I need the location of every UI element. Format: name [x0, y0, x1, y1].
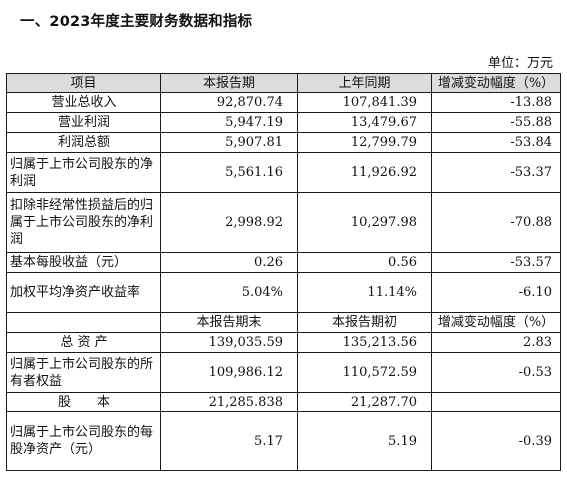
- change-value: -53.57: [431, 252, 561, 273]
- table-row: 归属于上市公司股东的每股净资产（元） 5.17 5.19 -0.39: [6, 411, 561, 471]
- change-value: -70.88: [431, 192, 561, 253]
- table-row: 加权平均净资产收益率 5.04% 11.14% -6.10: [6, 272, 561, 313]
- header-cell-current-period: 本报告期: [160, 73, 298, 93]
- table-row: 利润总额 5,907.81 12,799.79 -53.84: [6, 132, 561, 153]
- prior-value: 107,841.39: [297, 92, 432, 113]
- table-row: 归属于上市公司股东的所有者权益 109,986.12 110,572.59 -0…: [6, 352, 561, 393]
- row-label: 股 本: [6, 392, 161, 412]
- change-value: [431, 392, 561, 412]
- row-label: 营业总收入: [6, 92, 161, 113]
- current-value: 5,907.81: [160, 132, 298, 153]
- header-cell-period-end: 本报告期末: [160, 312, 298, 333]
- current-value: 92,870.74: [160, 92, 298, 113]
- header-cell-change-pct: 增减变动幅度（%）: [431, 312, 561, 333]
- row-label: 归属于上市公司股东的每股净资产（元）: [6, 411, 161, 471]
- table-header-row: 项目 本报告期 上年同期 增减变动幅度（%）: [6, 73, 561, 93]
- row-label: 基本每股收益（元）: [6, 252, 161, 273]
- change-value: -53.84: [431, 132, 561, 153]
- section-heading: 一、2023年度主要财务数据和指标: [20, 14, 253, 30]
- current-value: 2,998.92: [160, 192, 298, 253]
- prior-value: 5.19: [297, 411, 432, 471]
- change-value: -0.39: [431, 411, 561, 471]
- change-value: -6.10: [431, 272, 561, 313]
- table-row: 股 本 21,285.838 21,287.70: [6, 392, 561, 412]
- prior-value: 10,297.98: [297, 192, 432, 253]
- prior-value: 0.56: [297, 252, 432, 273]
- prior-value: 135,213.56: [297, 332, 432, 353]
- header-cell-empty: [6, 312, 161, 333]
- prior-value: 12,799.79: [297, 132, 432, 153]
- table-row: 总 资 产 139,035.59 135,213.56 2.83: [6, 332, 561, 353]
- change-value: -53.37: [431, 152, 561, 193]
- row-label: 总 资 产: [6, 332, 161, 353]
- header-cell-prior-period: 上年同期: [297, 73, 432, 93]
- row-label: 加权平均净资产收益率: [6, 272, 161, 313]
- change-value: 2.83: [431, 332, 561, 353]
- current-value: 139,035.59: [160, 332, 298, 353]
- current-value: 0.26: [160, 252, 298, 273]
- header-cell-period-start: 本报告期初: [297, 312, 432, 333]
- financial-data-table: 项目 本报告期 上年同期 增减变动幅度（%） 营业总收入 92,870.74 1…: [6, 73, 561, 471]
- current-value: 21,285.838: [160, 392, 298, 412]
- table-row: 归属于上市公司股东的净利润 5,561.16 11,926.92 -53.37: [6, 152, 561, 193]
- row-label: 利润总额: [6, 132, 161, 153]
- table-row: 扣除非经常性损益后的归属于上市公司股东的净利润 2,998.92 10,297.…: [6, 192, 561, 253]
- prior-value: 21,287.70: [297, 392, 432, 412]
- current-value: 5,561.16: [160, 152, 298, 193]
- row-label: 扣除非经常性损益后的归属于上市公司股东的净利润: [6, 192, 161, 253]
- prior-value: 13,479.67: [297, 112, 432, 133]
- table-row: 基本每股收益（元） 0.26 0.56 -53.57: [6, 252, 561, 273]
- prior-value: 110,572.59: [297, 352, 432, 393]
- change-value: -55.88: [431, 112, 561, 133]
- row-label: 归属于上市公司股东的所有者权益: [6, 352, 161, 393]
- row-label: 营业利润: [6, 112, 161, 133]
- current-value: 5.04%: [160, 272, 298, 313]
- header-cell-item: 项目: [6, 73, 161, 93]
- header-cell-change-pct: 增减变动幅度（%）: [431, 73, 561, 93]
- table-row: 营业利润 5,947.19 13,479.67 -55.88: [6, 112, 561, 133]
- unit-label: 单位：万元: [487, 56, 553, 71]
- prior-value: 11,926.92: [297, 152, 432, 193]
- row-label: 归属于上市公司股东的净利润: [6, 152, 161, 193]
- current-value: 109,986.12: [160, 352, 298, 393]
- change-value: -13.88: [431, 92, 561, 113]
- table-row: 营业总收入 92,870.74 107,841.39 -13.88: [6, 92, 561, 113]
- balance-header-row: 本报告期末 本报告期初 增减变动幅度（%）: [6, 312, 561, 333]
- current-value: 5.17: [160, 411, 298, 471]
- current-value: 5,947.19: [160, 112, 298, 133]
- change-value: -0.53: [431, 352, 561, 393]
- prior-value: 11.14%: [297, 272, 432, 313]
